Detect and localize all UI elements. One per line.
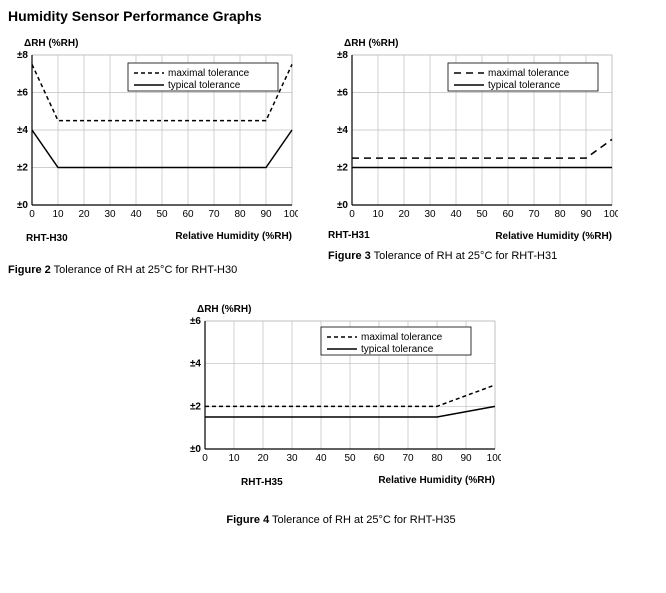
- caption-text: Tolerance of RH at 25°C for: [51, 264, 192, 276]
- svg-text:10: 10: [228, 453, 240, 464]
- svg-text:10: 10: [52, 209, 64, 220]
- svg-text:±2: ±2: [17, 163, 28, 174]
- svg-text:40: 40: [130, 209, 142, 220]
- caption-product: RHT-H31: [511, 250, 557, 262]
- svg-text:±8: ±8: [337, 51, 348, 61]
- svg-text:±4: ±4: [17, 125, 28, 136]
- figure-caption: Figure 3 Tolerance of RH at 25°C for RHT…: [328, 250, 618, 262]
- figure-caption: Figure 4 Tolerance of RH at 25°C for RHT…: [181, 514, 501, 526]
- svg-text:70: 70: [208, 209, 220, 220]
- svg-text:±6: ±6: [190, 317, 201, 327]
- svg-text:90: 90: [260, 209, 272, 220]
- svg-text:maximal tolerance: maximal tolerance: [361, 332, 443, 343]
- y-axis-label: ΔRH (%RH): [24, 38, 298, 49]
- svg-text:20: 20: [78, 209, 90, 220]
- svg-text:typical tolerance: typical tolerance: [168, 80, 241, 91]
- svg-text:±4: ±4: [190, 359, 201, 370]
- svg-text:±8: ±8: [17, 51, 28, 61]
- x-axis-label: Relative Humidity (%RH): [378, 475, 495, 488]
- chart-block-h35: ΔRH (%RH) ±0 ±2 ±4 ±6 0 10 20 30 40 50 60 70 80 90 100…: [181, 304, 501, 526]
- svg-text:60: 60: [182, 209, 194, 220]
- svg-text:±4: ±4: [337, 125, 348, 136]
- svg-text:maximal tolerance: maximal tolerance: [488, 68, 570, 79]
- svg-text:90: 90: [460, 453, 472, 464]
- top-row: ΔRH (%RH) ±0 ±2 ±4 ±6 ±8 0 10 20 30 40 50 60 70 80 90 1…: [8, 38, 666, 276]
- svg-text:100: 100: [284, 209, 298, 220]
- svg-text:60: 60: [502, 209, 514, 220]
- svg-text:50: 50: [344, 453, 356, 464]
- svg-text:90: 90: [580, 209, 592, 220]
- x-axis-label: Relative Humidity (%RH): [175, 231, 292, 244]
- svg-text:40: 40: [315, 453, 327, 464]
- x-axis-label: Relative Humidity (%RH): [495, 231, 612, 244]
- svg-text:30: 30: [104, 209, 116, 220]
- svg-text:0: 0: [349, 209, 355, 220]
- svg-text:±0: ±0: [337, 200, 348, 211]
- chart-h30: ±0 ±2 ±4 ±6 ±8 0 10 20 30 40 50 60 70 80 90 100 maximal …: [8, 51, 298, 231]
- svg-text:80: 80: [234, 209, 246, 220]
- svg-text:0: 0: [202, 453, 208, 464]
- svg-text:50: 50: [156, 209, 168, 220]
- chart-block-h31: ΔRH (%RH) ±0 ±2 ±4 ±6 ±8 0 10 20 30 40 50 60 70 80 90 1…: [328, 38, 618, 276]
- model-label: RHT-H35: [241, 477, 283, 488]
- model-label: RHT-H30: [26, 233, 68, 244]
- svg-text:100: 100: [604, 209, 618, 220]
- model-label: RHT-H31: [328, 230, 370, 244]
- y-axis-label: ΔRH (%RH): [344, 38, 618, 49]
- caption-text: Tolerance of RH at 25°C for: [371, 250, 512, 262]
- svg-text:50: 50: [476, 209, 488, 220]
- svg-text:maximal tolerance: maximal tolerance: [168, 68, 250, 79]
- y-axis-label: ΔRH (%RH): [197, 304, 501, 315]
- svg-text:typical tolerance: typical tolerance: [361, 344, 434, 355]
- svg-text:0: 0: [29, 209, 35, 220]
- svg-text:±6: ±6: [337, 88, 348, 99]
- svg-text:100: 100: [487, 453, 501, 464]
- svg-text:typical tolerance: typical tolerance: [488, 80, 561, 91]
- chart-h35: ±0 ±2 ±4 ±6 0 10 20 30 40 50 60 70 80 90 100 maximal to…: [181, 317, 501, 475]
- chart-h31: ±0 ±2 ±4 ±6 ±8 0 10 20 30 40 50 60 70 80 90 100 maximal …: [328, 51, 618, 231]
- svg-text:±0: ±0: [17, 200, 28, 211]
- svg-text:80: 80: [431, 453, 443, 464]
- bottom-row: ΔRH (%RH) ±0 ±2 ±4 ±6 0 10 20 30 40 50 60 70 80 90 100…: [8, 304, 666, 526]
- svg-text:30: 30: [424, 209, 436, 220]
- svg-text:60: 60: [373, 453, 385, 464]
- figure-caption: Figure 2 Tolerance of RH at 25°C for RHT…: [8, 264, 298, 276]
- caption-text: Tolerance of RH at 25°C for: [269, 514, 410, 526]
- page-title: Humidity Sensor Performance Graphs: [8, 8, 666, 24]
- caption-product: RHT-H35: [410, 514, 456, 526]
- svg-text:80: 80: [554, 209, 566, 220]
- figure-number: Figure 3: [328, 250, 371, 262]
- svg-text:70: 70: [402, 453, 414, 464]
- caption-product: RHT-H30: [191, 264, 237, 276]
- svg-text:10: 10: [372, 209, 384, 220]
- figure-number: Figure 4: [226, 514, 269, 526]
- svg-text:40: 40: [450, 209, 462, 220]
- svg-text:±6: ±6: [17, 88, 28, 99]
- figure-number: Figure 2: [8, 264, 51, 276]
- svg-text:70: 70: [528, 209, 540, 220]
- svg-text:±2: ±2: [337, 163, 348, 174]
- chart-block-h30: ΔRH (%RH) ±0 ±2 ±4 ±6 ±8 0 10 20 30 40 50 60 70 80 90 1…: [8, 38, 298, 276]
- svg-text:20: 20: [257, 453, 269, 464]
- svg-text:20: 20: [398, 209, 410, 220]
- svg-text:±0: ±0: [190, 444, 201, 455]
- svg-text:±2: ±2: [190, 401, 201, 412]
- svg-text:30: 30: [286, 453, 298, 464]
